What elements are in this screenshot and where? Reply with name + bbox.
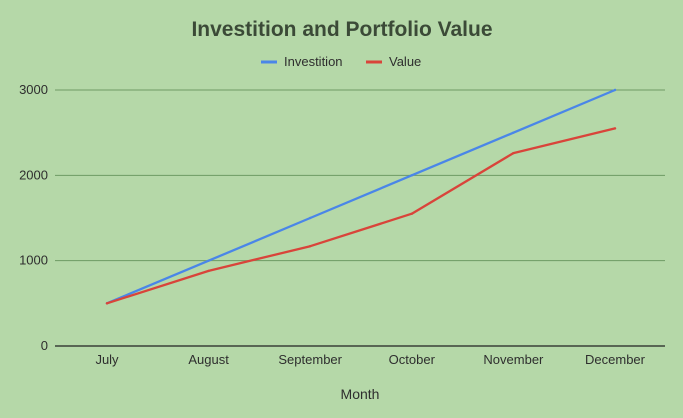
y-tick-label: 3000 <box>19 82 48 97</box>
x-axis-ticks: July August September October November Decemb… <box>95 352 645 367</box>
x-tick-label: August <box>188 352 229 367</box>
y-tick-label: 1000 <box>19 253 48 268</box>
series-lines <box>105 88 617 305</box>
data-point-value <box>309 244 312 248</box>
chart-title: Investition and Portfolio Value <box>191 18 492 41</box>
x-axis-title: Month <box>341 386 380 402</box>
data-point-investition <box>613 88 617 92</box>
gridlines <box>55 89 665 262</box>
data-point-investition <box>207 259 210 262</box>
series-line-value <box>105 127 617 305</box>
data-point-investition <box>512 131 515 134</box>
x-tick-label: July <box>95 352 119 367</box>
x-tick-label: September <box>278 352 342 367</box>
data-point-value <box>207 269 210 273</box>
series-line-investition <box>105 88 617 305</box>
data-point-value <box>613 127 617 130</box>
data-point-investition <box>309 216 312 220</box>
x-tick-label: December <box>585 352 646 367</box>
y-axis-ticks: 0 1000 2000 3000 <box>19 82 48 353</box>
y-tick-label: 2000 <box>19 167 48 182</box>
data-point-value <box>105 302 109 305</box>
data-point-value <box>512 151 515 155</box>
y-tick-label: 0 <box>41 338 48 353</box>
x-tick-label: November <box>483 352 544 367</box>
legend-label-investition: Investition <box>284 54 343 69</box>
legend-label-value: Value <box>389 54 421 69</box>
data-point-value <box>410 212 413 215</box>
x-tick-label: October <box>389 352 436 367</box>
data-point-investition <box>410 174 413 177</box>
legend: Investition Value <box>261 54 421 69</box>
